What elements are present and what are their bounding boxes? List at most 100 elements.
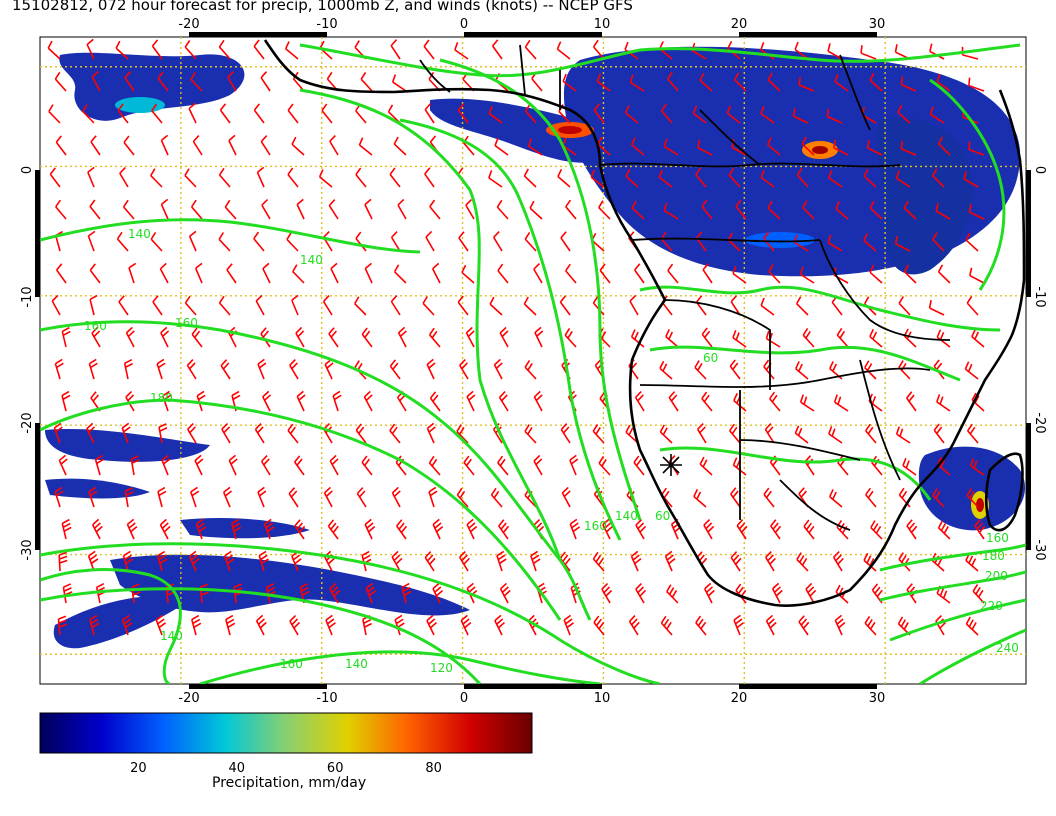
station-marker: [660, 454, 682, 476]
wind-barb: [563, 614, 574, 636]
wind-barb: [601, 582, 613, 604]
contour-east-200: [879, 570, 1026, 602]
wind-barb: [463, 455, 475, 476]
contour-160-center: [399, 118, 622, 541]
wind-barb: [634, 391, 645, 412]
wind-barb: [729, 359, 741, 380]
lon-ticks-top: -20 -10 0 10 20 30: [178, 17, 885, 32]
wind-barb: [256, 166, 265, 188]
wind-barb: [258, 550, 269, 572]
wind-barb: [121, 422, 131, 444]
wind-barb: [218, 295, 231, 316]
contour-label: 180: [150, 391, 173, 405]
wind-barb: [863, 168, 877, 188]
wind-barb: [286, 232, 299, 252]
wind-barb: [803, 519, 815, 540]
lon-tick-label: 20: [731, 17, 748, 32]
wind-barb: [556, 41, 571, 60]
wind-barb: [559, 295, 571, 316]
wind-barb: [260, 71, 271, 92]
wind-barb: [802, 327, 815, 348]
wind-barb: [88, 358, 98, 380]
wind-barb: [354, 296, 367, 316]
wind-barb: [89, 263, 101, 284]
wind-barb: [156, 358, 166, 380]
wind-barb: [218, 167, 231, 188]
contour-160-south: [40, 542, 661, 684]
wind-barb: [931, 552, 945, 572]
wind-barb: [424, 551, 436, 572]
wind-barb: [221, 422, 231, 444]
wind-barb: [458, 231, 469, 252]
precip-area-south-atlantic-1: [45, 428, 210, 462]
wind-barb: [569, 518, 581, 540]
contour-north-coast: [299, 43, 1021, 78]
wind-barb: [634, 263, 645, 284]
wind-barb: [293, 455, 305, 476]
wind-barb: [390, 39, 401, 60]
height-contours: [40, 43, 1026, 684]
wind-barb: [736, 519, 748, 540]
wind-barb: [561, 486, 571, 508]
wind-barb: [365, 582, 377, 604]
wind-barb: [624, 105, 639, 124]
wind-barb: [119, 166, 129, 188]
wind-barb: [263, 518, 275, 540]
lon-tick-label: 30: [869, 691, 886, 706]
wind-barb: [663, 138, 679, 156]
contour-label: 180: [982, 549, 1005, 563]
lon-tick-label: 10: [594, 691, 611, 706]
wind-barb: [928, 300, 945, 316]
wind-barb: [327, 519, 339, 540]
wind-barb: [89, 294, 98, 316]
precip-area-south-atlantic-3: [110, 554, 470, 616]
wind-barb: [659, 360, 673, 380]
wind-barb: [829, 361, 843, 380]
wind-barb: [130, 455, 140, 476]
wind-barb: [429, 199, 441, 220]
lat-ticks-right: 0 -10 -20 -30: [1032, 166, 1047, 561]
wind-barb: [733, 614, 744, 636]
wind-barb: [47, 40, 61, 60]
wind-barb: [564, 328, 577, 348]
wind-barb: [260, 135, 271, 156]
wind-barb: [560, 231, 571, 252]
lon-tick-label: -20: [178, 691, 199, 706]
border-9: [819, 239, 951, 341]
wind-barb: [253, 39, 265, 60]
wind-barb: [598, 456, 611, 476]
contour-label: 140: [300, 253, 323, 267]
wind-barb: [329, 454, 339, 476]
precip-peak-gulf-core: [558, 126, 582, 134]
wind-barb: [633, 455, 645, 476]
wind-barb: [89, 199, 101, 220]
wind-barb: [253, 231, 265, 252]
wind-barb: [937, 264, 951, 284]
wind-barb: [533, 454, 543, 476]
wind-barb: [389, 359, 401, 380]
wind-barb: [289, 358, 299, 380]
wind-barb: [974, 519, 986, 540]
wind-barb: [125, 326, 135, 348]
wind-barb: [696, 139, 713, 156]
wind-barb: [391, 74, 407, 92]
wind-barb: [122, 199, 135, 220]
wind-barb: [90, 135, 101, 156]
wind-barb: [902, 457, 917, 476]
wind-barb: [897, 104, 911, 124]
wind-barb: [390, 231, 401, 252]
wind-barb: [91, 518, 103, 540]
wind-barb: [592, 39, 605, 60]
wind-barb: [489, 296, 503, 316]
wind-barb: [826, 108, 843, 124]
wind-barb: [321, 103, 333, 124]
wind-barb: [524, 360, 537, 380]
wind-barb: [121, 614, 133, 636]
wind-barb: [389, 423, 401, 444]
wind-barb: [429, 391, 441, 412]
wind-barb: [894, 235, 911, 252]
contour-land-2: [649, 345, 961, 382]
lon-tick-label: 30: [869, 17, 886, 32]
wind-barb: [261, 198, 271, 220]
wind-barb: [660, 615, 673, 636]
